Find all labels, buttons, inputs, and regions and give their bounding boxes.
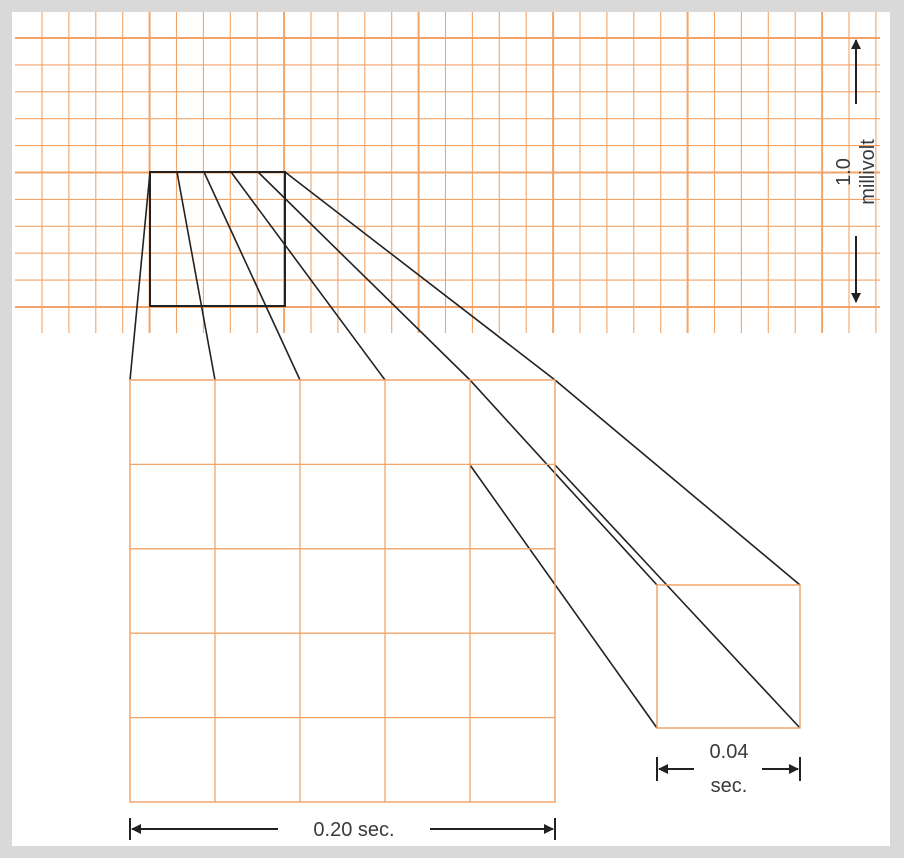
- zoom-line-small-box: [554, 464, 801, 729]
- zoom-line-large-box: [176, 171, 216, 381]
- zoom-line-large-box: [230, 171, 386, 381]
- small-box-duration-value: 0.04: [710, 741, 749, 763]
- millivolt-value-label: 1.0: [833, 158, 855, 186]
- millivolt-dimension: 1.0 millivolt: [833, 39, 879, 303]
- zoom-line-large-box: [203, 171, 301, 381]
- highlighted-large-box: [149, 171, 286, 307]
- zoom-line-large-box: [284, 171, 556, 381]
- large-box-duration-dimension: 0.20 sec.: [129, 818, 556, 841]
- enlarged-large-box: [129, 379, 556, 803]
- ecg-grid-strip: [15, 12, 880, 333]
- millivolt-unit-label: millivolt: [857, 139, 879, 205]
- zoom-line-small-box: [554, 379, 801, 586]
- zoom-line-large-box: [129, 171, 151, 381]
- enlarged-small-box: [656, 584, 801, 729]
- zoom-line-small-box: [469, 464, 658, 729]
- zoom-line-small-box: [469, 379, 658, 586]
- zoom-line-large-box: [257, 171, 471, 381]
- paper-background: [12, 12, 890, 846]
- small-box-duration-unit: sec.: [711, 775, 748, 797]
- large-box-duration-label: 0.20 sec.: [313, 819, 394, 841]
- small-box-duration-dimension: 0.04 sec.: [656, 741, 801, 797]
- enlarged-box-border: [129, 379, 556, 803]
- zoom-projection-lines: [129, 171, 801, 729]
